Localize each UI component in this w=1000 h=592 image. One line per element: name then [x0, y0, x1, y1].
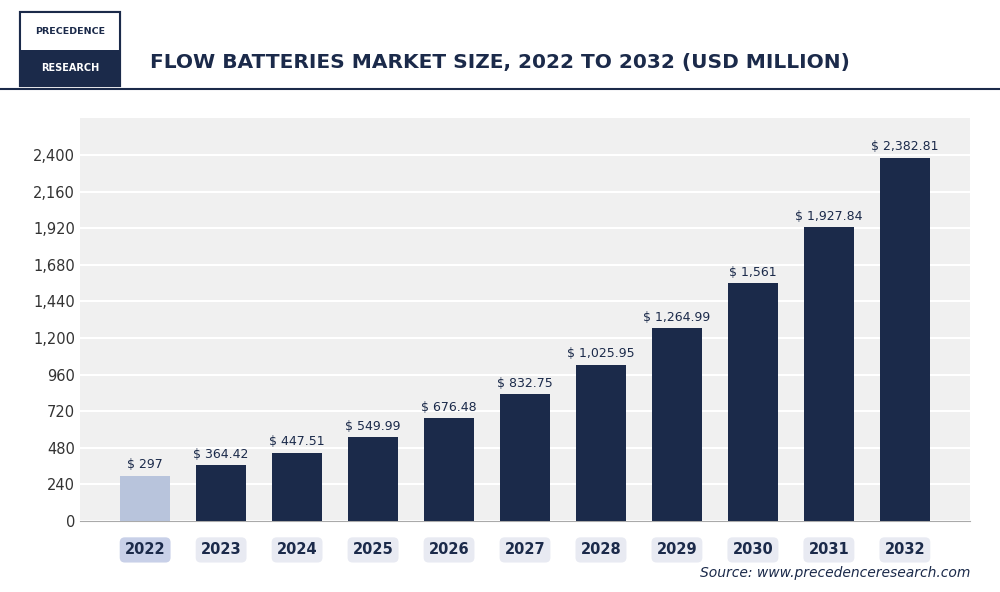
Text: $ 1,561: $ 1,561	[729, 266, 777, 279]
Text: $ 549.99: $ 549.99	[345, 420, 401, 433]
Text: $ 832.75: $ 832.75	[497, 377, 553, 390]
Text: 2030: 2030	[733, 542, 773, 558]
Bar	[424, 418, 474, 521]
Text: $ 1,927.84: $ 1,927.84	[795, 210, 863, 223]
Bar	[272, 453, 322, 521]
Bar	[196, 465, 246, 521]
Bar	[348, 437, 398, 521]
Text: FLOW BATTERIES MARKET SIZE, 2022 TO 2032 (USD MILLION): FLOW BATTERIES MARKET SIZE, 2022 TO 2032…	[150, 53, 850, 72]
Text: 2029: 2029	[657, 542, 697, 558]
Text: 2023: 2023	[201, 542, 241, 558]
Bar	[728, 283, 778, 521]
Text: $ 1,025.95: $ 1,025.95	[567, 348, 635, 361]
Text: $ 447.51: $ 447.51	[269, 436, 325, 449]
Text: 2031: 2031	[809, 542, 849, 558]
Bar	[652, 328, 702, 521]
Text: 2028: 2028	[581, 542, 621, 558]
Text: 2024: 2024	[277, 542, 317, 558]
Bar	[120, 476, 170, 521]
Text: 2022: 2022	[125, 542, 165, 558]
Text: $ 297: $ 297	[127, 458, 163, 471]
Bar	[500, 394, 550, 521]
Bar	[880, 157, 930, 521]
Text: $ 364.42: $ 364.42	[193, 448, 249, 461]
Text: Source: www.precedenceresearch.com: Source: www.precedenceresearch.com	[700, 566, 970, 580]
Text: $ 1,264.99: $ 1,264.99	[643, 311, 711, 324]
Text: 2032: 2032	[885, 542, 925, 558]
Text: $ 676.48: $ 676.48	[421, 401, 477, 414]
Text: 2025: 2025	[353, 542, 393, 558]
Text: 2026: 2026	[429, 542, 469, 558]
Text: RESEARCH: RESEARCH	[41, 63, 99, 73]
Text: PRECEDENCE: PRECEDENCE	[35, 27, 105, 36]
Bar	[804, 227, 854, 521]
Text: $ 2,382.81: $ 2,382.81	[871, 140, 939, 153]
Text: 2027: 2027	[505, 542, 545, 558]
Bar	[576, 365, 626, 521]
